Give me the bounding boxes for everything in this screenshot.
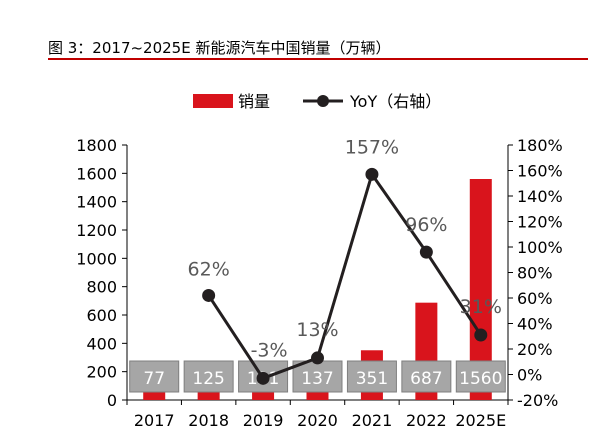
yoy-value-label: 31%: [460, 296, 502, 318]
sales-bar: [469, 179, 492, 400]
sales-value-box: [346, 360, 397, 393]
legend-yoy-label: YoY（右轴）: [349, 92, 441, 111]
right-axis-tick-label: 140%: [517, 187, 563, 206]
x-axis-tick-label: 2020: [297, 411, 338, 430]
sales-value-label: 351: [356, 369, 388, 389]
left-axis-tick-label: 600: [86, 306, 117, 325]
title-rule: [48, 58, 588, 60]
x-axis-tick-label: 2019: [243, 411, 284, 430]
x-axis-tick-label: 2018: [188, 411, 229, 430]
right-axis-tick-label: -20%: [517, 391, 558, 410]
left-axis-tick-label: 400: [86, 334, 117, 353]
left-axis-tick-label: 0: [107, 391, 117, 410]
yoy-point: [256, 371, 270, 385]
right-axis-tick-label: 20%: [517, 340, 553, 359]
sales-value-label: 687: [410, 369, 442, 389]
yoy-value-label: 96%: [405, 214, 447, 236]
yoy-value-label: 157%: [345, 136, 399, 158]
sales-value-box: [455, 360, 506, 393]
left-axis-tick-label: 1600: [76, 164, 117, 183]
left-axis-tick-label: 200: [86, 363, 117, 382]
yoy-point: [419, 245, 433, 259]
yoy-value-label: 13%: [296, 319, 338, 341]
right-axis-tick-label: 40%: [517, 315, 553, 334]
yoy-value-label: 62%: [188, 258, 230, 280]
right-axis-tick-label: 160%: [517, 162, 563, 181]
yoy-value-label: -3%: [251, 339, 288, 361]
right-axis-tick-label: 60%: [517, 289, 553, 308]
sales-value-box: [292, 360, 343, 393]
yoy-point: [202, 288, 216, 302]
right-axis-tick-label: 180%: [517, 136, 563, 155]
sales-value-label: 77: [143, 369, 165, 389]
left-axis-tick-label: 1200: [76, 221, 117, 240]
sales-value-box: [129, 360, 180, 393]
sales-value-box: [401, 360, 452, 393]
x-axis-tick-label: 2021: [352, 411, 393, 430]
right-axis-tick-label: 100%: [517, 238, 563, 257]
left-axis-tick-label: 800: [86, 278, 117, 297]
sales-value-label: 137: [301, 369, 333, 389]
yoy-point: [474, 328, 488, 342]
sales-bar: [143, 389, 166, 400]
x-axis-tick-label: 2022: [406, 411, 447, 430]
right-axis-tick-label: 0%: [517, 366, 542, 385]
yoy-point: [365, 167, 379, 181]
left-axis-tick-label: 1000: [76, 249, 117, 268]
sales-value-label: 125: [192, 369, 224, 389]
legend-sales-label: 销量: [238, 92, 270, 111]
legend-sales-swatch: [193, 94, 233, 108]
left-axis-tick-label: 1800: [76, 136, 117, 155]
yoy-point: [311, 351, 324, 365]
x-axis-tick-label: 2017: [134, 411, 175, 430]
sales-value-label: 1560: [459, 369, 502, 389]
figure-title: 图 3：2017~2025E 新能源汽车中国销量（万辆）: [48, 39, 391, 57]
right-axis-tick-label: 80%: [517, 264, 553, 283]
x-axis-tick-label: 2025E: [455, 411, 506, 430]
left-axis-tick-label: 1400: [76, 193, 117, 212]
sales-value-box: [183, 360, 234, 393]
legend-yoy-marker: [317, 95, 329, 107]
right-axis-tick-label: 120%: [517, 213, 563, 232]
yoy-line: [207, 172, 483, 380]
